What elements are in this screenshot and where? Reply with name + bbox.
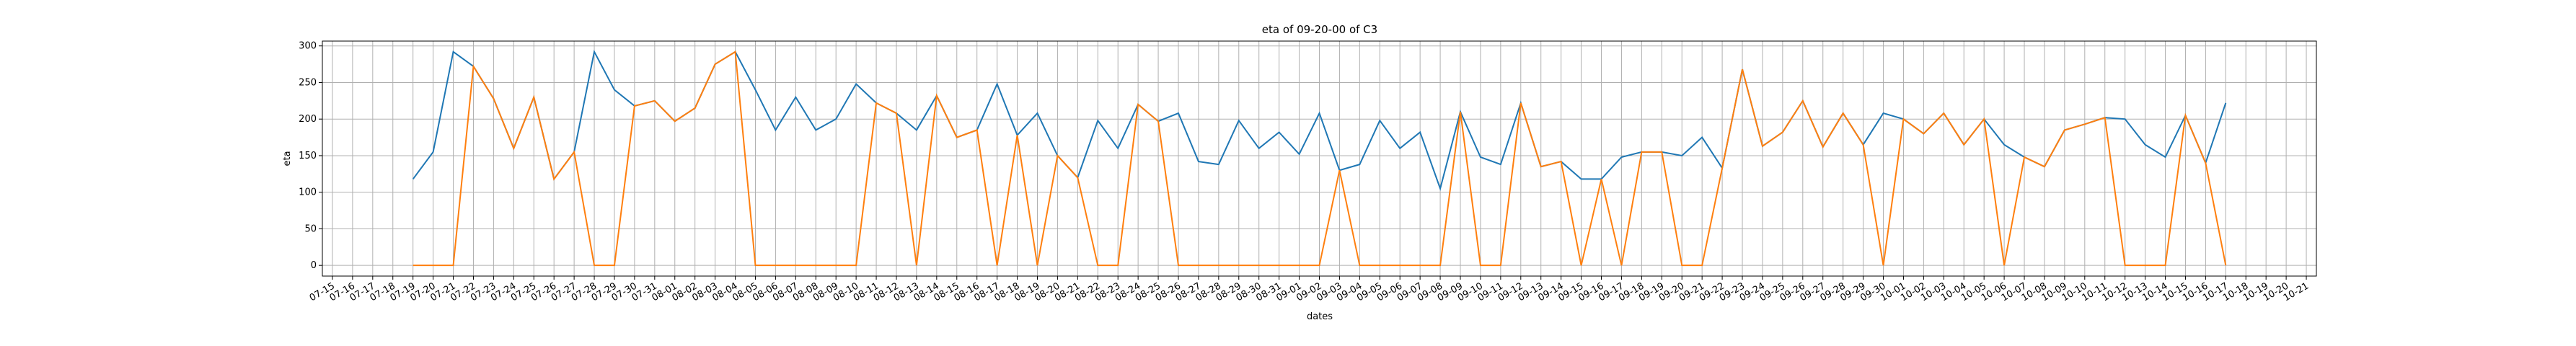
y-tick-label: 100 <box>299 187 317 198</box>
y-tick-label: 0 <box>311 260 317 271</box>
y-tick-label: 250 <box>299 77 317 88</box>
grid <box>322 41 2316 276</box>
y-axis-label: eta <box>282 151 293 166</box>
y-tick-label: 300 <box>299 41 317 52</box>
y-tick-label: 50 <box>304 223 317 234</box>
y-tick-label: 150 <box>299 151 317 161</box>
chart-title: eta of 09-20-00 of C3 <box>1262 23 1377 36</box>
x-axis-label: dates <box>1307 311 1333 322</box>
line-series <box>413 50 2227 267</box>
marks <box>412 49 2227 267</box>
y-tick-label: 200 <box>299 114 317 125</box>
